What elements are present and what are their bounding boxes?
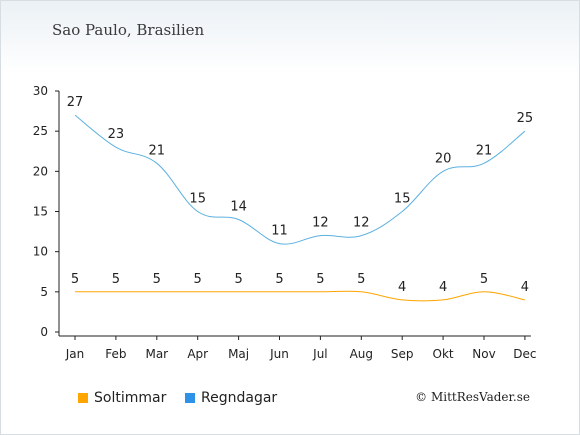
data-label-sun: 5 bbox=[316, 272, 324, 287]
y-tick-label: 10 bbox=[33, 245, 48, 259]
data-label-sun: 4 bbox=[398, 280, 406, 295]
data-label-sun: 5 bbox=[153, 272, 161, 287]
x-tick-label: Feb bbox=[105, 347, 126, 361]
chart-title: Sao Paulo, Brasilien bbox=[52, 21, 205, 39]
data-label-sun: 5 bbox=[71, 272, 79, 287]
credit-text: © MittResVader.se bbox=[415, 390, 530, 404]
data-label-rain: 15 bbox=[189, 192, 206, 207]
y-tick-label: 30 bbox=[33, 84, 48, 98]
data-label-sun: 4 bbox=[521, 280, 529, 295]
x-tick-label: Dec bbox=[513, 347, 536, 361]
data-label-rain: 14 bbox=[230, 200, 247, 215]
data-label-rain: 12 bbox=[353, 216, 370, 231]
data-label-sun: 5 bbox=[480, 272, 488, 287]
y-tick-label: 0 bbox=[40, 325, 48, 339]
y-tick-label: 5 bbox=[40, 285, 48, 299]
data-label-rain: 21 bbox=[149, 143, 166, 158]
data-label-sun: 5 bbox=[234, 272, 242, 287]
x-tick-label: Aug bbox=[350, 347, 373, 361]
x-tick-label: Jul bbox=[312, 347, 327, 361]
legend-label-sun: Soltimmar bbox=[94, 390, 167, 406]
series-line-sun bbox=[75, 290, 525, 302]
data-label-rain: 27 bbox=[67, 95, 84, 110]
data-label-sun: 5 bbox=[275, 272, 283, 287]
x-tick-label: Mar bbox=[145, 347, 168, 361]
data-label-rain: 15 bbox=[394, 192, 411, 207]
x-tick-label: Apr bbox=[187, 347, 208, 361]
data-label-sun: 4 bbox=[439, 280, 447, 295]
legend-item-rain: Regndagar bbox=[185, 390, 277, 406]
legend-swatch-rain bbox=[185, 393, 195, 403]
series-line-rain bbox=[74, 114, 526, 245]
header-band bbox=[1, 1, 579, 74]
x-tick-label: Sep bbox=[391, 347, 414, 361]
data-label-sun: 5 bbox=[357, 272, 365, 287]
x-tick-label: Okt bbox=[433, 347, 454, 361]
y-tick-label: 15 bbox=[33, 205, 48, 219]
data-label-rain: 11 bbox=[271, 224, 288, 239]
y-tick-label: 20 bbox=[33, 164, 48, 178]
y-tick-label: 25 bbox=[33, 124, 48, 138]
data-label-sun: 5 bbox=[112, 272, 120, 287]
legend-swatch-sun bbox=[78, 393, 88, 403]
data-label-rain: 12 bbox=[312, 216, 329, 231]
data-label-rain: 21 bbox=[476, 143, 493, 158]
x-tick-label: Maj bbox=[228, 347, 249, 361]
data-label-sun: 5 bbox=[194, 272, 202, 287]
data-label-rain: 25 bbox=[517, 111, 534, 126]
x-tick-label: Jun bbox=[269, 347, 289, 361]
data-label-rain: 23 bbox=[108, 127, 125, 142]
x-tick-label: Jan bbox=[65, 347, 85, 361]
legend-label-rain: Regndagar bbox=[201, 390, 278, 406]
legend-item-sun: Soltimmar bbox=[78, 390, 166, 406]
data-label-rain: 20 bbox=[435, 151, 452, 166]
x-tick-label: Nov bbox=[472, 347, 495, 361]
